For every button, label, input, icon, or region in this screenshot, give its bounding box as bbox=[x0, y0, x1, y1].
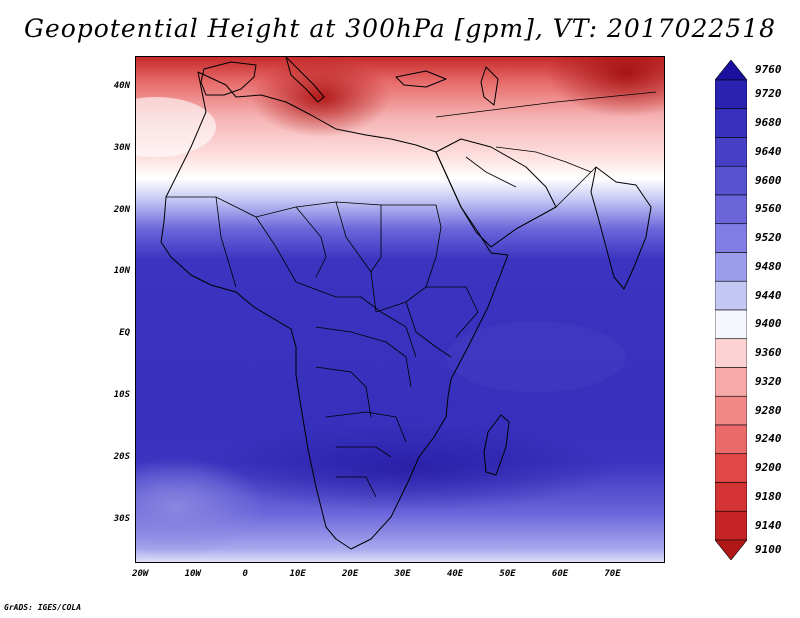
colorbar-level-label: 9480 bbox=[755, 259, 782, 273]
colorbar-segment bbox=[715, 137, 747, 167]
map-title: Geopotential Height at 300hPa [gpm], VT:… bbox=[23, 14, 777, 43]
lat-label: 40N bbox=[113, 80, 130, 91]
colorbar-level-label: 9640 bbox=[755, 144, 782, 158]
colorbar-level-label: 9280 bbox=[755, 403, 782, 417]
colorbar-level-label: 9200 bbox=[755, 461, 782, 475]
colorbar-level-label: 9400 bbox=[755, 317, 782, 331]
colorbar-level-label: 9100 bbox=[755, 543, 782, 556]
lat-label: 10N bbox=[113, 266, 130, 277]
lon-label: 60E bbox=[551, 569, 569, 579]
colorbar-level-label: 9360 bbox=[755, 346, 782, 360]
colorbar-level-label: 9520 bbox=[755, 231, 782, 245]
colorbar-level-label: 9240 bbox=[755, 432, 782, 446]
colorbar-level-label: 9680 bbox=[755, 116, 782, 130]
lon-label: 20W bbox=[132, 569, 149, 579]
colorbar-segment bbox=[715, 424, 747, 455]
colorbar-segment bbox=[715, 79, 747, 110]
colorbar-level-label: 9560 bbox=[755, 202, 782, 216]
colorbar-level-label: 9720 bbox=[755, 87, 782, 101]
colorbar-segment bbox=[715, 194, 747, 225]
lon-label: 10E bbox=[289, 569, 306, 579]
colorbar-segment bbox=[715, 280, 747, 311]
colorbar-segment bbox=[715, 395, 747, 426]
lat-label: 30S bbox=[113, 513, 130, 524]
credit-text: GrADS: IGES/COLA bbox=[4, 603, 82, 612]
colorbar-segment bbox=[715, 252, 747, 282]
coastlines bbox=[160, 57, 652, 550]
lat-label: 20S bbox=[113, 451, 130, 462]
lon-label: 0 bbox=[242, 569, 248, 579]
lon-label: 20E bbox=[342, 569, 359, 579]
colorbar-segment bbox=[715, 223, 747, 253]
colorbar-segment bbox=[715, 165, 747, 196]
colorbar-segment bbox=[715, 338, 747, 368]
lon-label: 30E bbox=[394, 569, 411, 579]
country-borders bbox=[166, 91, 657, 498]
lat-label: 10S bbox=[113, 390, 130, 401]
colorbar-segment bbox=[715, 367, 747, 397]
colorbar-segment bbox=[715, 309, 747, 340]
colorbar-segment bbox=[715, 108, 747, 138]
colorbar-segment bbox=[715, 453, 747, 483]
colorbar-level-label: 9320 bbox=[755, 374, 782, 388]
geopotential-field bbox=[136, 57, 664, 562]
lat-label: EQ bbox=[119, 328, 130, 339]
colorbar-segment bbox=[715, 510, 747, 541]
colorbar-level-label: 9760 bbox=[755, 63, 782, 76]
lon-label: 70E bbox=[604, 569, 621, 579]
colorbar-level-label: 9140 bbox=[755, 518, 782, 532]
colorbar-level-label: 9600 bbox=[755, 173, 782, 187]
lon-label: 40E bbox=[446, 569, 464, 579]
lat-label: 20N bbox=[113, 204, 130, 215]
lon-label: 10W bbox=[184, 569, 201, 579]
lat-label: 30N bbox=[113, 142, 130, 153]
colorbar-level-label: 9440 bbox=[755, 288, 782, 302]
map-plot-area bbox=[135, 56, 665, 563]
colorbar-segment bbox=[715, 482, 747, 512]
colorbar-segment bbox=[715, 60, 747, 81]
colorbar-segment bbox=[715, 539, 747, 560]
colorbar-level-label: 9180 bbox=[755, 489, 782, 503]
lon-label: 50E bbox=[499, 569, 516, 579]
colorbar bbox=[715, 60, 747, 560]
